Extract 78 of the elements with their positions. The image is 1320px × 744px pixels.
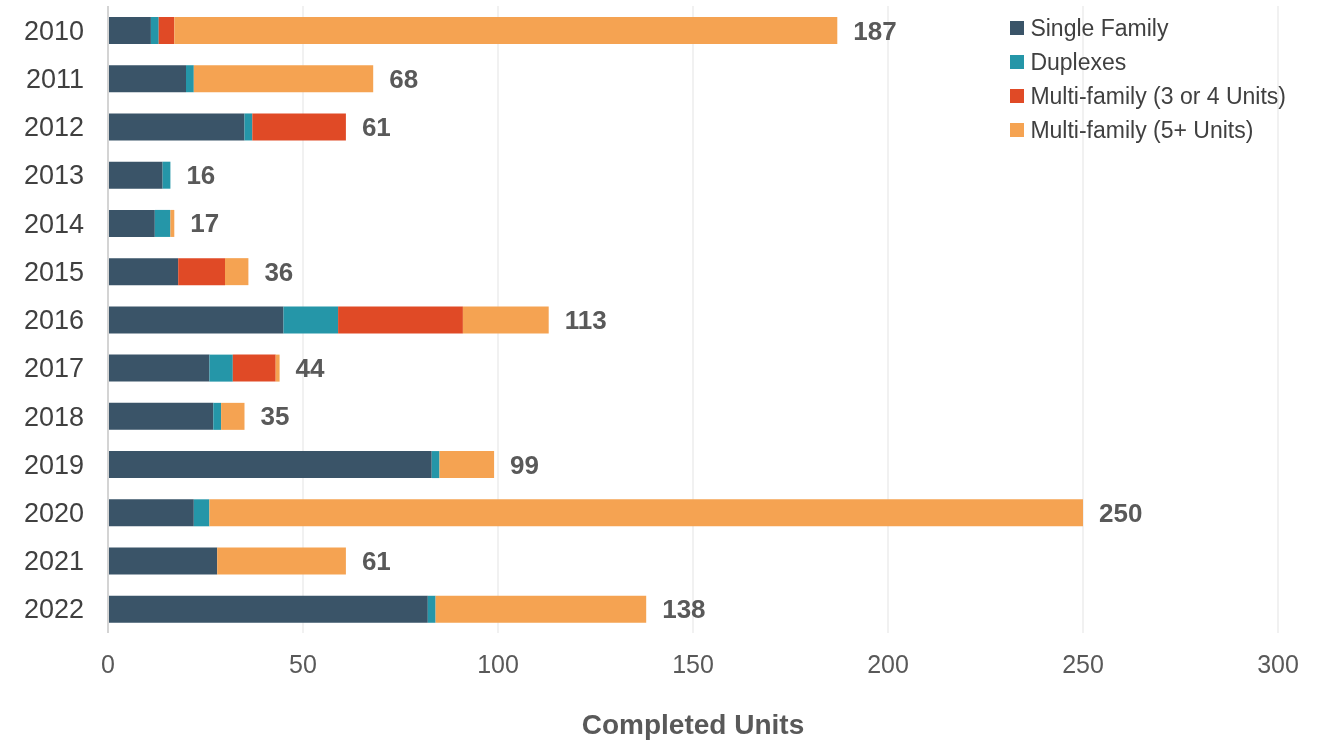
x-tick-label: 100: [477, 649, 519, 678]
bar: [283, 306, 339, 334]
total-label: 61: [361, 111, 391, 142]
bar: [108, 402, 214, 430]
bar: [209, 354, 233, 382]
bar: [232, 354, 276, 382]
bar: [209, 499, 1083, 527]
total-label: 61: [361, 546, 391, 577]
legend-label: Multi-family (3 or 4 Units): [1030, 82, 1286, 110]
x-axis-title: Completed Units: [581, 709, 805, 740]
y-tick-label: 2020: [23, 498, 84, 529]
bar: [435, 595, 647, 623]
bar: [244, 113, 253, 141]
bar: [431, 451, 440, 479]
bar: [108, 354, 210, 382]
y-tick-label: 2017: [23, 353, 84, 384]
y-tick-label: 2016: [23, 305, 84, 336]
total-label: 99: [510, 449, 540, 480]
bar: [275, 354, 280, 382]
bar: [108, 499, 194, 527]
bar: [158, 17, 175, 44]
legend-label: Single Family: [1030, 14, 1169, 42]
bar: [427, 595, 436, 623]
total-label: 68: [389, 63, 419, 94]
bar: [108, 547, 218, 575]
total-label: 113: [564, 304, 607, 335]
y-tick-label: 2019: [23, 449, 84, 480]
y-tick-label: 2011: [25, 63, 84, 94]
bar: [108, 306, 284, 334]
bar: [221, 402, 245, 430]
bar: [108, 595, 428, 623]
bar: [154, 209, 171, 237]
bar: [108, 17, 151, 44]
y-tick-label: 2022: [23, 594, 84, 625]
bar: [193, 65, 374, 93]
total-label: 35: [260, 401, 290, 432]
y-tick-label: 2010: [23, 15, 84, 46]
total-label: 17: [190, 208, 220, 239]
y-tick-label: 2018: [23, 401, 84, 432]
bar: [213, 402, 222, 430]
y-tick-label: 2014: [23, 208, 84, 239]
x-tick-label: 300: [1257, 649, 1299, 678]
bar: [186, 65, 194, 93]
bar: [439, 451, 495, 479]
bar: [108, 209, 155, 237]
total-label: 138: [662, 594, 706, 625]
bar: [225, 258, 249, 286]
legend-label: Duplexes: [1030, 48, 1127, 76]
x-tick-label: 0: [101, 649, 115, 678]
total-label: 187: [853, 15, 897, 46]
bar: [338, 306, 463, 334]
bar: [252, 113, 346, 141]
bar: [108, 113, 245, 141]
bar: [462, 306, 549, 334]
y-tick-label: 2021: [23, 546, 84, 577]
bar: [178, 258, 225, 286]
bar: [193, 499, 210, 527]
x-tick-label: 150: [672, 649, 714, 678]
bar: [150, 17, 159, 44]
total-label: 250: [1099, 497, 1143, 528]
legend-label: Multi-family (5+ Units): [1030, 116, 1254, 144]
bar: [108, 161, 163, 189]
bar: [170, 209, 175, 237]
total-label: 44: [295, 353, 326, 384]
bar: [174, 17, 838, 44]
bar: [162, 161, 171, 189]
total-label: 16: [186, 160, 216, 191]
y-tick-label: 2013: [23, 160, 84, 191]
bar: [108, 65, 186, 93]
x-tick-label: 250: [1062, 649, 1104, 678]
y-tick-label: 2015: [23, 256, 84, 287]
x-tick-label: 200: [867, 649, 909, 678]
bar: [108, 258, 179, 286]
bar: [108, 451, 432, 479]
bar: [217, 547, 346, 575]
y-tick-label: 2012: [23, 112, 84, 143]
x-tick-label: 50: [289, 649, 317, 678]
total-label: 36: [264, 256, 294, 287]
